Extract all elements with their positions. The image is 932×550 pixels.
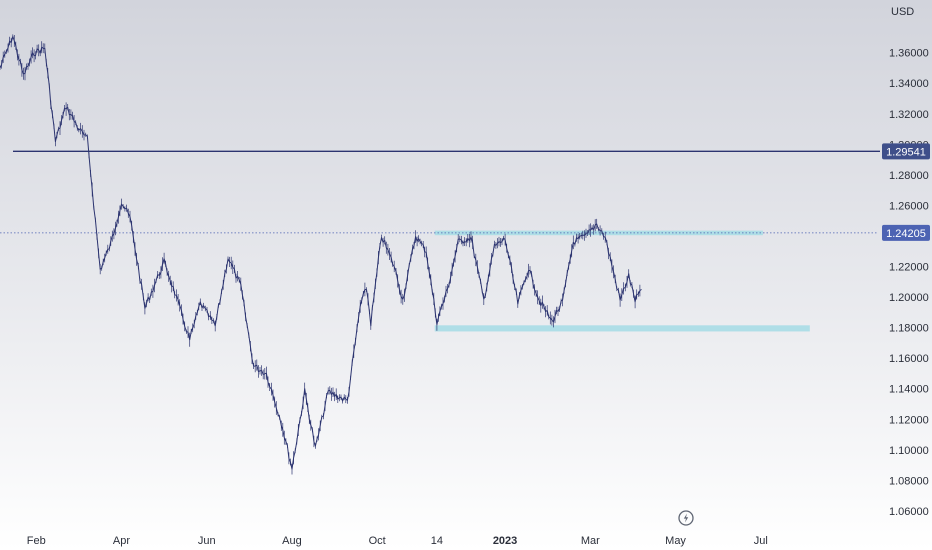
y-tick-label: 1.18000: [889, 323, 929, 335]
x-tick-label: Feb: [27, 535, 46, 547]
x-tick-label: Jun: [198, 535, 216, 547]
zone-1: [434, 325, 810, 332]
y-tick-label: 1.16000: [889, 353, 929, 365]
y-tick-label: 1.32000: [889, 109, 929, 121]
support-resistance-zones: [434, 230, 810, 332]
x-tick-label: Aug: [282, 535, 302, 547]
y-tick-label: 1.34000: [889, 78, 929, 90]
x-axis: Feb Apr Jun Aug Oct 14 2023 Mar May Jul: [27, 535, 768, 547]
last-price-label-badge: [882, 224, 930, 241]
currency-label: USD: [891, 6, 914, 18]
x-tick-label: 14: [431, 535, 443, 547]
y-tick-label: 1.20000: [889, 292, 929, 304]
y-tick-label: 1.10000: [889, 445, 929, 457]
x-tick-label: Jul: [754, 535, 768, 547]
x-tick-label: May: [665, 535, 686, 547]
level-price-label-text: 1.29541: [886, 146, 926, 158]
y-tick-label: 1.08000: [889, 475, 929, 487]
y-tick-label: 1.26000: [889, 200, 929, 212]
y-tick-label: 1.36000: [889, 48, 929, 60]
lightning-icon[interactable]: [678, 510, 694, 526]
level-price-label-badge: [882, 143, 930, 160]
y-tick-label: 1.06000: [889, 506, 929, 518]
price-series: [0, 34, 642, 475]
price-labels: 1.29541 1.24205: [882, 143, 930, 241]
price-wicks: [0, 34, 641, 475]
y-tick-label: 1.12000: [889, 414, 929, 426]
x-tick-label: Apr: [113, 535, 130, 547]
y-tick-label: 1.22000: [889, 262, 929, 274]
last-price-label-text: 1.24205: [886, 228, 926, 240]
x-tick-label: Mar: [581, 535, 600, 547]
x-tick-label: 2023: [493, 535, 517, 547]
y-axis: USD 1.360001.340001.320001.300001.280001…: [889, 6, 929, 518]
y-tick-label: 1.14000: [889, 384, 929, 396]
y-tick-label: 1.28000: [889, 170, 929, 182]
price-line: [0, 36, 642, 470]
x-tick-label: Oct: [369, 535, 386, 547]
